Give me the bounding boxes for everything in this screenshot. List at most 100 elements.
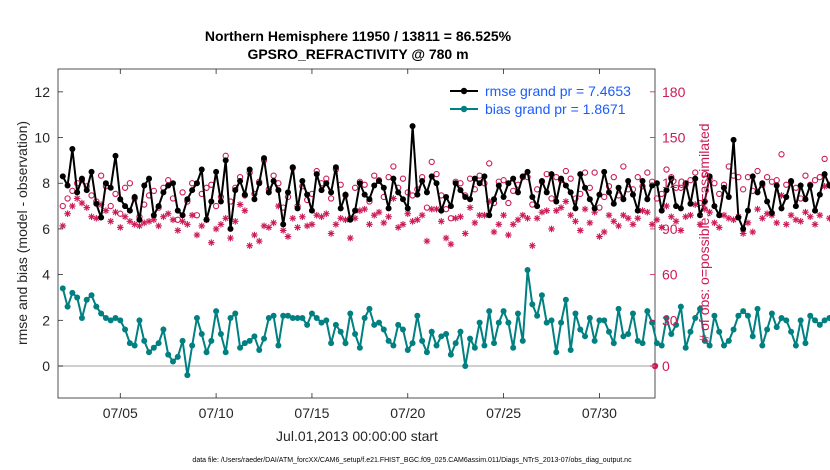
- bias-point: [337, 328, 344, 335]
- obs_assimilated-point: [155, 222, 162, 230]
- bias-point: [275, 342, 282, 349]
- obs_assimilated-point: [447, 240, 455, 248]
- bias-point: [390, 342, 397, 349]
- rmse-point: [768, 209, 775, 216]
- x-tick-label: 07/10: [199, 405, 234, 421]
- rmse-point: [620, 196, 627, 203]
- obs_assimilated-point: [548, 225, 555, 233]
- rmse-point: [136, 216, 143, 223]
- obs_assimilated-point: [773, 219, 780, 227]
- rmse-point: [193, 180, 200, 187]
- bias-point: [117, 317, 124, 324]
- bias-point: [428, 328, 435, 335]
- obs_assimilated-point: [730, 216, 737, 224]
- bias-point: [610, 340, 617, 347]
- obs_assimilated-point: [241, 207, 249, 214]
- obs_assimilated-point: [543, 207, 551, 214]
- obs_assimilated-point: [332, 221, 340, 228]
- bias-point: [280, 312, 287, 319]
- rmse-point: [122, 203, 129, 210]
- rmse-point: [131, 193, 138, 200]
- obs_assimilated-point: [696, 221, 704, 228]
- rmse-point: [241, 191, 248, 198]
- bias-point: [495, 319, 502, 326]
- obs_assimilated-point: [653, 216, 661, 224]
- bias-point: [481, 342, 488, 349]
- rmse-point: [203, 216, 210, 223]
- bias-point: [399, 326, 406, 333]
- bias-point: [165, 351, 172, 358]
- rmse-line: [61, 126, 830, 232]
- y-right-tick-label: 30: [662, 312, 678, 328]
- rmse-point: [677, 205, 684, 212]
- rmse-point: [299, 177, 306, 184]
- legend-rmse-marker: [460, 87, 468, 95]
- rmse-point: [816, 191, 823, 198]
- bias-point: [783, 317, 790, 324]
- obs_assimilated-point: [663, 202, 670, 210]
- bias-point: [802, 340, 809, 347]
- bias-point: [299, 315, 306, 322]
- bias-point: [596, 317, 603, 324]
- obs_assimilated-point: [59, 222, 67, 230]
- obs_assimilated-point: [509, 221, 517, 228]
- bias-point: [227, 315, 234, 322]
- rmse-point: [807, 182, 814, 189]
- rmse-point: [169, 180, 176, 187]
- obs_possible-point: [634, 173, 641, 181]
- obs_assimilated-point: [145, 218, 153, 225]
- bias-point: [797, 317, 804, 324]
- bias-point: [433, 342, 440, 349]
- rmse-point: [797, 182, 804, 189]
- rmse-point: [452, 180, 459, 187]
- rmse-point: [826, 182, 830, 189]
- rmse-point: [385, 205, 392, 212]
- obs_assimilated-point: [193, 231, 201, 239]
- bias-point: [534, 312, 541, 319]
- rmse-point: [399, 196, 406, 203]
- bias-point: [716, 328, 723, 335]
- bias-point: [826, 315, 830, 322]
- obs_assimilated-point: [802, 208, 809, 216]
- bias-point: [131, 342, 138, 349]
- obs_assimilated-point: [289, 214, 297, 222]
- rmse-point: [146, 175, 153, 182]
- obs_possible-point: [126, 180, 134, 187]
- rmse-point: [759, 180, 766, 187]
- bias-point: [155, 340, 162, 347]
- rmse-point: [610, 200, 617, 207]
- bias-point: [179, 337, 186, 344]
- obs_assimilated-point: [672, 218, 680, 225]
- rmse-point: [213, 168, 220, 175]
- obs_possible-point: [59, 202, 66, 210]
- bias-point: [625, 331, 632, 338]
- rmse-point: [649, 182, 656, 189]
- rmse-point: [606, 189, 613, 196]
- rmse-point: [802, 196, 809, 203]
- y-left-tick-label: 2: [42, 312, 50, 328]
- obs_possible-point: [811, 177, 819, 184]
- obs_assimilated-point: [505, 231, 512, 239]
- obs_assimilated-point: [169, 216, 177, 224]
- obs_possible-point: [548, 195, 555, 202]
- rmse-point: [256, 180, 263, 187]
- rmse-point: [371, 182, 378, 189]
- x-tick-label: 07/30: [582, 405, 617, 421]
- rmse-point: [74, 189, 81, 196]
- rmse-point: [529, 193, 536, 200]
- obs_possible-point: [64, 195, 71, 202]
- y-left-tick-label: 6: [42, 221, 50, 237]
- rmse-point: [107, 184, 114, 191]
- rmse-point: [141, 182, 148, 189]
- bias-point: [232, 310, 239, 317]
- obs_assimilated-point: [538, 208, 546, 216]
- y-right-tick-label: 150: [662, 130, 686, 146]
- obs_assimilated-point: [461, 230, 469, 237]
- rmse-point: [246, 166, 253, 173]
- obs_assimilated-point: [629, 221, 637, 228]
- x-axis-label: Jul.01,2013 00:00:00 start: [276, 428, 438, 444]
- rmse-point: [64, 182, 71, 189]
- obs_assimilated-point: [797, 218, 804, 225]
- bias-point: [582, 333, 589, 340]
- obs_assimilated-point: [279, 227, 287, 234]
